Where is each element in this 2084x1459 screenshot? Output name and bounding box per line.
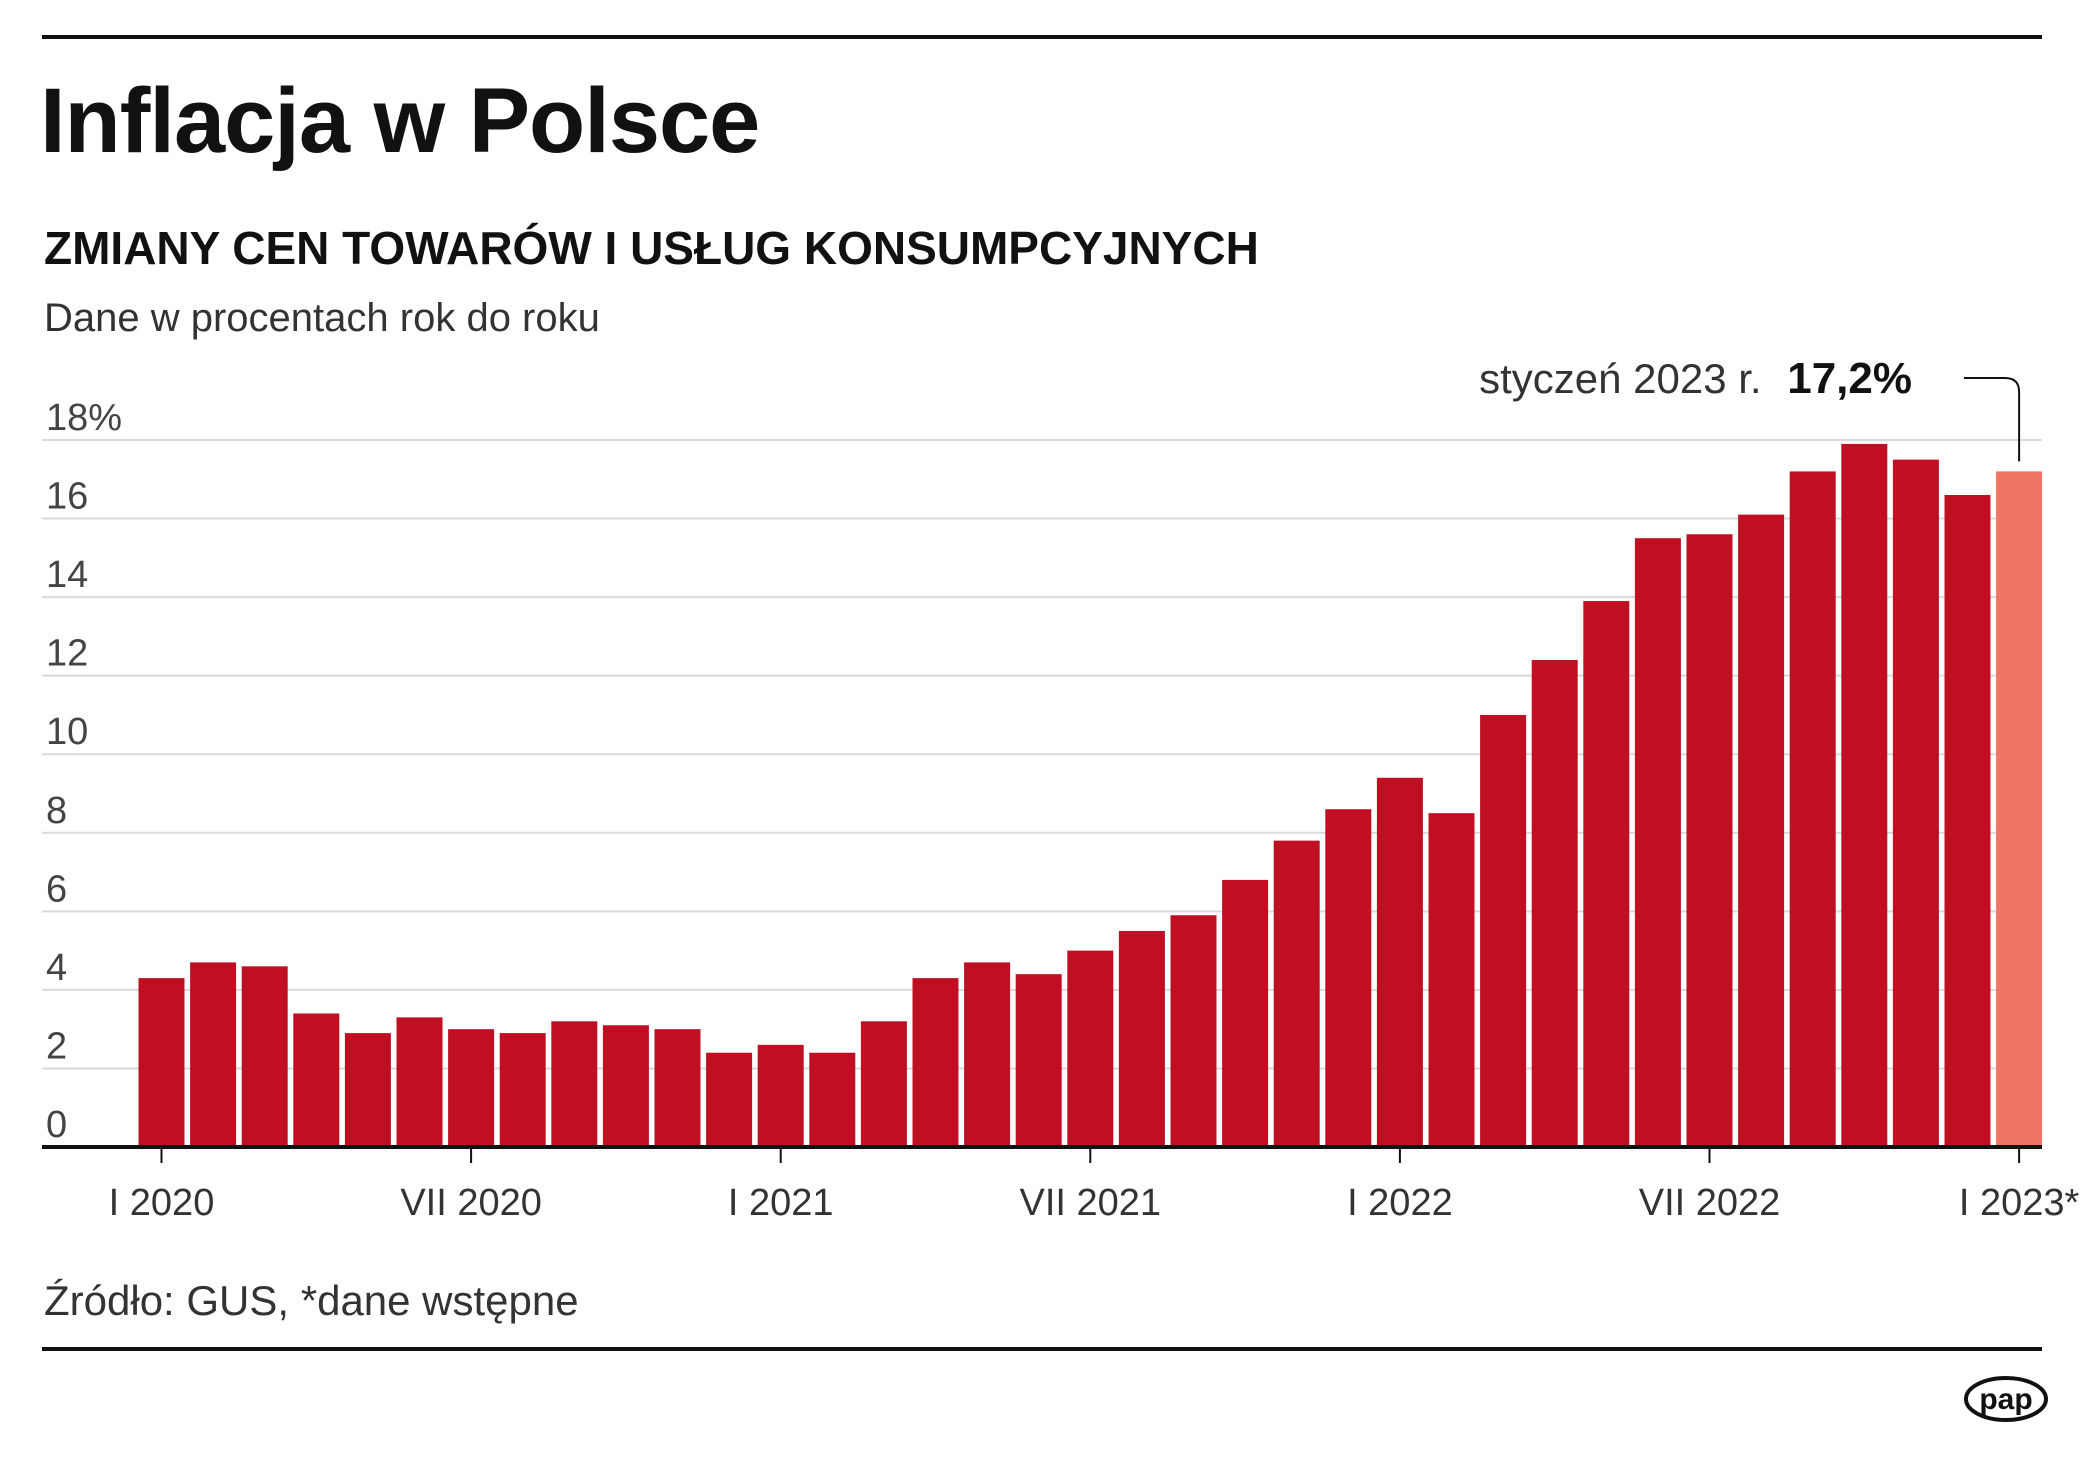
annotation-text: styczeń 2023 r. (1479, 355, 1762, 402)
x-tick-label: I 2021 (728, 1182, 834, 1224)
pap-logo-text: pap (1979, 1383, 2032, 1416)
bar (448, 1029, 495, 1147)
bar (1376, 777, 1423, 1147)
bar (654, 1029, 701, 1147)
x-tick-label: VII 2022 (1639, 1182, 1781, 1224)
x-tick-label: VII 2020 (400, 1182, 542, 1224)
annotation-value: 17,2% (1787, 354, 1912, 403)
pap-logo: pap (1964, 1376, 2048, 1422)
bar (1686, 534, 1733, 1147)
bar (1738, 514, 1785, 1147)
bar (1170, 915, 1217, 1147)
bar (344, 1033, 391, 1147)
bar (1480, 714, 1527, 1147)
bars (138, 443, 2043, 1148)
bar (860, 1021, 907, 1147)
y-tick-label: 4 (46, 947, 67, 989)
bar (706, 1052, 753, 1147)
bar (964, 962, 1011, 1147)
x-tick-label: I 2022 (1347, 1182, 1453, 1224)
top-rule (42, 35, 2042, 39)
bar (1531, 659, 1578, 1147)
bar (1118, 930, 1165, 1147)
bar (1634, 538, 1681, 1147)
chart-title: Inflacja w Polsce (40, 70, 760, 172)
source-note: Źródło: GUS, *dane wstępne (44, 1277, 579, 1324)
bar (1273, 840, 1320, 1147)
bar (1015, 974, 1062, 1147)
bar (1222, 879, 1269, 1147)
bar (1583, 601, 1630, 1147)
bar (396, 1017, 443, 1147)
chart-description: Dane w procentach rok do roku (44, 296, 600, 340)
bar (551, 1021, 598, 1147)
bar (1841, 443, 1888, 1148)
bar (1325, 809, 1372, 1147)
x-tick-label: I 2020 (109, 1182, 215, 1224)
bar (602, 1025, 649, 1147)
y-tick-label: 8 (46, 790, 67, 832)
y-tick-label: 14 (46, 554, 88, 596)
y-tick-label: 0 (46, 1104, 67, 1146)
bar (499, 1033, 546, 1147)
bar (1996, 471, 2043, 1147)
bottom-rule (42, 1347, 2042, 1351)
y-tick-label: 6 (46, 868, 67, 910)
x-tick-label: VII 2021 (1020, 1182, 1162, 1224)
y-axis-ticks: 0 2 4 6 8 10 12 14 16 18% (46, 397, 122, 1146)
x-axis-ticks: I 2020 VII 2020 I 2021 VII 2021 I 2022 VII 20… (109, 1147, 2080, 1224)
y-tick-label: 18% (46, 397, 122, 439)
annotation-leader-line (1964, 377, 2021, 462)
y-tick-label: 2 (46, 1025, 67, 1067)
y-tick-label: 10 (46, 711, 88, 753)
annotation: styczeń 2023 r. 17,2% (1479, 354, 2021, 462)
bar (138, 978, 185, 1147)
bar (912, 978, 959, 1147)
bar (1892, 459, 1939, 1147)
bar (1789, 471, 1836, 1147)
bar (1428, 813, 1475, 1147)
x-tick-label: I 2023* (1959, 1182, 2080, 1224)
bar (190, 962, 237, 1147)
chart-subtitle: ZMIANY CEN TOWARÓW I USŁUG KONSUMPCYJNYC… (44, 222, 1259, 274)
bar (241, 966, 288, 1147)
annotation-label: styczeń 2023 r. 17,2% (1479, 354, 1912, 403)
y-tick-label: 16 (46, 476, 88, 518)
bar (757, 1044, 804, 1147)
bar (1944, 494, 1991, 1147)
y-tick-label: 12 (46, 633, 88, 675)
bar (293, 1013, 340, 1147)
bar (1067, 950, 1114, 1147)
bar (809, 1052, 856, 1147)
